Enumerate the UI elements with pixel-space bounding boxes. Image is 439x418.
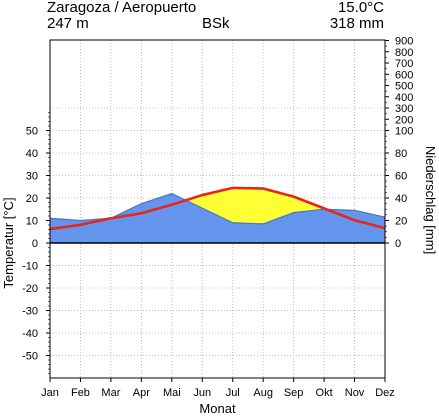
temperature-point — [262, 187, 264, 190]
y-left-tick-label: -10 — [22, 261, 38, 273]
y-right-tick-label: 700 — [395, 58, 413, 70]
y-left-tick-label: -50 — [22, 351, 38, 363]
x-tick-label: Jun — [193, 387, 211, 399]
arid-area — [185, 195, 203, 209]
temperature-point — [232, 187, 234, 189]
temperature-point — [140, 212, 142, 214]
climate-classification: BSk — [202, 15, 230, 32]
y-left-tick-label: 0 — [32, 238, 38, 250]
x-tick-label: Jan — [41, 387, 59, 399]
y-right-tick-label: 40 — [395, 193, 407, 205]
y-right-tick-label: 500 — [395, 81, 413, 93]
temperature-point — [293, 196, 295, 198]
y-right-tick-label: 900 — [395, 36, 413, 48]
y-right-tick-label: 600 — [395, 69, 413, 81]
precipitation-point — [232, 222, 234, 224]
x-tick-label: Aug — [253, 387, 273, 399]
y-left-tick-label: 10 — [26, 216, 38, 228]
y-left-tick-label: 40 — [26, 148, 38, 160]
mean-temperature: 15.0°C — [337, 0, 384, 16]
precipitation-point — [79, 219, 82, 222]
x-tick-label: Apr — [133, 387, 150, 399]
y-left-tick-label: 50 — [26, 126, 38, 138]
temperature-point — [323, 207, 325, 209]
y-right-tick-label: 200 — [395, 114, 413, 126]
y-right-tick-label: 800 — [395, 47, 413, 59]
precipitation-point — [110, 217, 112, 219]
x-tick-label: Dez — [375, 387, 395, 399]
x-axis-label: Monat — [199, 401, 236, 416]
temperature-point — [79, 224, 82, 226]
y-right-tick-label: 0 — [395, 238, 401, 250]
x-tick-label: Jul — [226, 387, 240, 399]
precipitation-point — [323, 208, 325, 210]
precipitation-point — [353, 209, 356, 211]
y-axis-label-right: Niederschlag [mm] — [423, 146, 438, 254]
precipitation-point — [262, 223, 264, 225]
x-tick-label: Nov — [345, 387, 365, 399]
y-left-tick-label: -20 — [22, 283, 38, 295]
x-tick-label: Okt — [316, 387, 333, 399]
precipitation-point — [293, 212, 295, 214]
x-tick-label: Sep — [284, 387, 304, 399]
station-name: Zaragoza / Aeropuerto — [47, 0, 197, 16]
arid-area — [232, 187, 264, 224]
temperature-point — [201, 194, 203, 196]
x-tick-label: Mar — [101, 387, 120, 399]
y-left-tick-label: -40 — [22, 328, 38, 340]
temperature-point — [171, 204, 173, 206]
temperature-point — [353, 219, 356, 221]
station-elevation: 247 m — [47, 15, 89, 32]
y-left-tick-label: 20 — [26, 193, 38, 205]
x-tick-label: Feb — [71, 387, 90, 399]
precipitation-point — [201, 207, 203, 209]
y-right-tick-label: 20 — [395, 216, 407, 228]
precipitation-point — [171, 192, 173, 195]
arid-area — [202, 187, 233, 223]
axes: 50403020100-10-20-30-40-5090080070060050… — [1, 36, 438, 417]
y-right-tick-label: 300 — [395, 103, 413, 115]
annual-precipitation: 318 mm — [329, 15, 384, 32]
y-right-tick-label: 100 — [395, 126, 413, 138]
precipitation-point — [140, 203, 142, 205]
y-right-tick-label: 400 — [395, 92, 413, 104]
precipitation-area — [50, 193, 385, 243]
x-tick-label: Mai — [163, 387, 181, 399]
temperature-line — [49, 186, 386, 231]
y-left-tick-label: -30 — [22, 306, 38, 318]
y-right-tick-label: 60 — [395, 171, 407, 183]
y-left-tick-label: 30 — [26, 171, 38, 183]
series-lines — [49, 186, 386, 231]
y-axis-label-left: Temperatur [°C] — [1, 197, 16, 288]
y-right-tick-label: 80 — [395, 148, 407, 160]
